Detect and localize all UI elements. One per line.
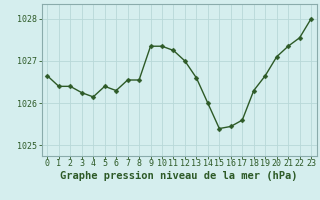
X-axis label: Graphe pression niveau de la mer (hPa): Graphe pression niveau de la mer (hPa) xyxy=(60,171,298,181)
